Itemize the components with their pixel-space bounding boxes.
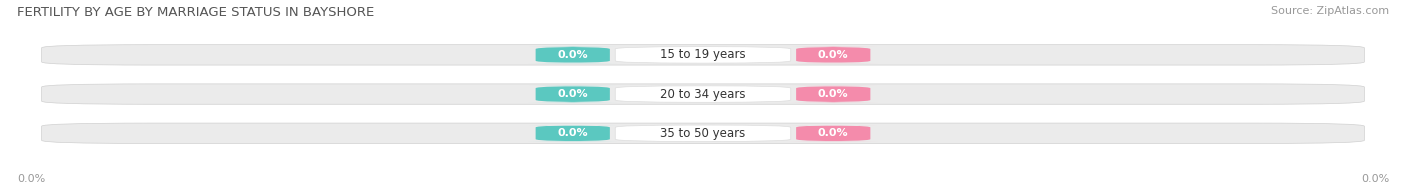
Text: 35 to 50 years: 35 to 50 years — [661, 127, 745, 140]
FancyBboxPatch shape — [42, 45, 1364, 65]
Text: 0.0%: 0.0% — [557, 50, 588, 60]
Text: 0.0%: 0.0% — [557, 128, 588, 138]
FancyBboxPatch shape — [789, 86, 877, 102]
FancyBboxPatch shape — [42, 84, 1364, 104]
FancyBboxPatch shape — [789, 125, 877, 142]
Text: 0.0%: 0.0% — [818, 128, 849, 138]
FancyBboxPatch shape — [42, 123, 1364, 143]
FancyBboxPatch shape — [529, 125, 617, 142]
Text: FERTILITY BY AGE BY MARRIAGE STATUS IN BAYSHORE: FERTILITY BY AGE BY MARRIAGE STATUS IN B… — [17, 6, 374, 19]
Text: 0.0%: 0.0% — [818, 89, 849, 99]
Text: 0.0%: 0.0% — [17, 174, 45, 184]
Text: 0.0%: 0.0% — [557, 89, 588, 99]
Text: Source: ZipAtlas.com: Source: ZipAtlas.com — [1271, 6, 1389, 16]
FancyBboxPatch shape — [789, 47, 877, 63]
Text: 0.0%: 0.0% — [818, 50, 849, 60]
Text: 15 to 19 years: 15 to 19 years — [661, 48, 745, 61]
Text: 0.0%: 0.0% — [1361, 174, 1389, 184]
FancyBboxPatch shape — [529, 86, 617, 102]
Legend: Married, Unmarried: Married, Unmarried — [631, 193, 775, 196]
FancyBboxPatch shape — [616, 47, 790, 63]
FancyBboxPatch shape — [529, 47, 617, 63]
FancyBboxPatch shape — [616, 125, 790, 142]
FancyBboxPatch shape — [616, 86, 790, 102]
Text: 20 to 34 years: 20 to 34 years — [661, 88, 745, 101]
